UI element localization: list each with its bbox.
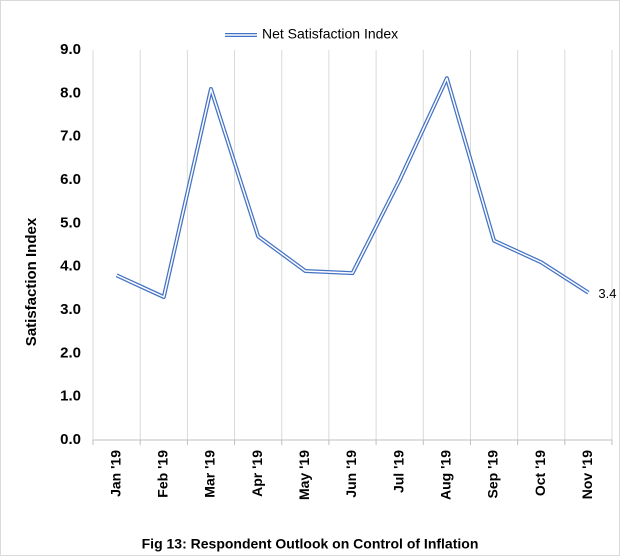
x-tick-label: Mar '19 — [202, 450, 218, 498]
y-tick-label: 9.0 — [60, 41, 81, 58]
chart-title: Fig 13: Respondent Outlook on Control of… — [142, 536, 479, 552]
y-tick-label: 3.0 — [60, 301, 81, 318]
x-tick-label: Jun '19 — [343, 450, 359, 498]
y-tick-label: 2.0 — [60, 344, 81, 361]
y-tick-label: 5.0 — [60, 214, 81, 231]
y-tick-label: 0.0 — [60, 431, 81, 448]
y-tick-label: 4.0 — [60, 258, 81, 275]
y-axis-label: Satisfaction Index — [23, 217, 40, 346]
x-tick-label: Apr '19 — [249, 450, 265, 497]
x-tick-label: May '19 — [296, 450, 312, 500]
x-tick-label: Nov '19 — [579, 450, 595, 499]
y-tick-label: 1.0 — [60, 388, 81, 405]
data-label: 3.4 — [598, 286, 616, 301]
x-tick-label: Jan '19 — [107, 450, 123, 497]
y-tick-label: 6.0 — [60, 171, 81, 188]
y-tick-label: 7.0 — [60, 128, 81, 145]
x-tick-label: Oct '19 — [532, 450, 548, 496]
x-tick-label: Feb '19 — [154, 450, 170, 498]
y-tick-label: 8.0 — [60, 84, 81, 101]
x-tick-label: Aug '19 — [438, 450, 454, 500]
x-tick-label: Jul '19 — [390, 450, 406, 493]
legend-label: Net Satisfaction Index — [262, 26, 398, 42]
x-tick-label: Sep '19 — [485, 450, 501, 499]
line-inner — [116, 77, 589, 298]
